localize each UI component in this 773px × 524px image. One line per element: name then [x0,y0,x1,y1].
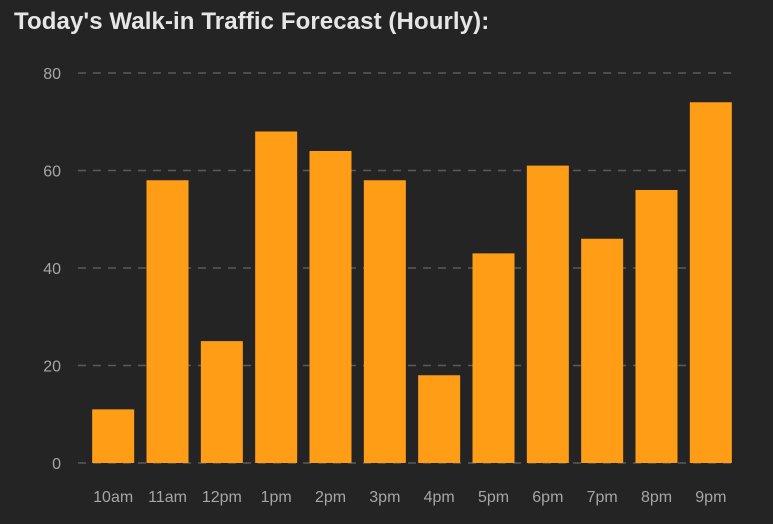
y-tick-label: 80 [43,66,61,83]
bar-11am [146,180,189,463]
chart-title: Today's Walk-in Traffic Forecast (Hourly… [14,8,490,35]
y-tick-label: 20 [43,359,61,376]
x-axis-ticks: 10am 11am 12pm 1pm 2pm 3pm 4pm 5pm 6pm 7pm 8pm 9pm [93,489,726,506]
y-tick-label: 0 [52,456,61,473]
x-tick-label: 7pm [587,489,618,506]
y-tick-label: 60 [43,164,61,181]
x-tick-label: 2pm [315,489,346,506]
bar-4pm [418,375,461,463]
x-tick-label: 12pm [202,489,242,506]
x-tick-label: 6pm [532,489,563,506]
bar-12pm [200,341,243,463]
bar-7pm [581,238,624,463]
bar-1pm [255,131,298,463]
x-tick-label: 5pm [478,489,509,506]
bar-2pm [309,151,352,463]
y-tick-label: 40 [43,261,61,278]
x-tick-label: 4pm [424,489,455,506]
x-tick-label: 9pm [695,489,726,506]
x-tick-label: 10am [93,489,133,506]
bar-10am [92,409,135,463]
x-tick-label: 1pm [261,489,292,506]
bars [92,102,732,463]
x-tick-label: 8pm [641,489,672,506]
y-axis-ticks: 0 20 40 60 80 [43,66,61,473]
x-tick-label: 11am [148,489,187,506]
x-tick-label: 3pm [369,489,400,506]
bar-3pm [363,180,406,463]
bar-9pm [689,102,732,463]
bar-6pm [526,165,569,463]
bar-5pm [472,253,515,463]
bar-8pm [635,190,678,463]
